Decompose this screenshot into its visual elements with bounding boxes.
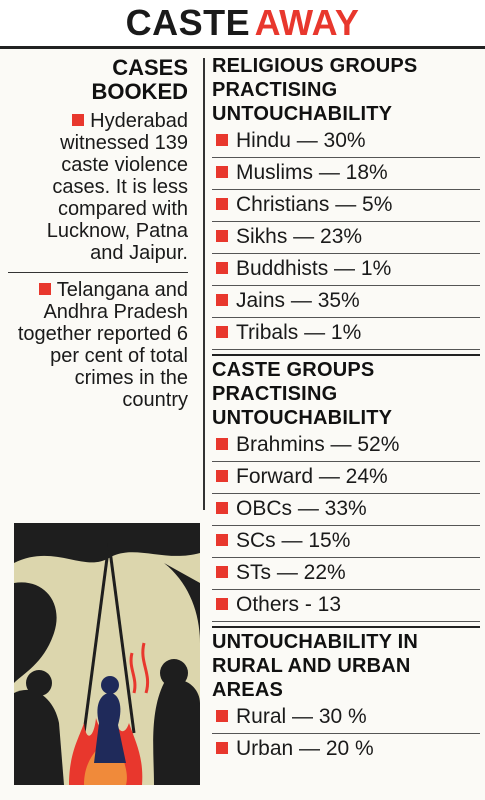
area-heading: UNTOUCHABILITY IN RURAL AND URBAN AREAS <box>212 631 418 701</box>
list-item: Christians — 5% <box>212 190 480 222</box>
bullet-square-icon <box>216 710 228 722</box>
item-text: Jains — 35% <box>236 289 360 312</box>
list-item: Tribals — 1% <box>212 318 480 350</box>
bullet-square-icon <box>216 134 228 146</box>
list-item: Muslims — 18% <box>212 158 480 190</box>
item-text: Sikhs — 23% <box>236 225 363 248</box>
bullet-square-icon <box>72 114 85 126</box>
cases-heading-line2: BOOKED <box>91 79 188 104</box>
bullet-square-icon <box>216 294 228 306</box>
title-word-black: CASTE <box>125 2 251 43</box>
bullet-square-icon <box>216 438 228 450</box>
note-text: Telangana and Andhra Pradesh together re… <box>17 279 188 411</box>
note-item: Hyderabad witnessed 139 caste violence c… <box>8 110 188 272</box>
cases-booked-heading: CASES BOOKED <box>8 56 188 104</box>
item-text: Brahmins — 52% <box>236 433 400 456</box>
caste-list: Brahmins — 52% Forward — 24% OBCs — 33% … <box>212 430 480 622</box>
list-item: OBCs — 33% <box>212 494 480 526</box>
item-text: Others - 13 <box>236 593 342 616</box>
list-item: Urban — 20 % <box>212 734 480 765</box>
list-item: Forward — 24% <box>212 462 480 494</box>
item-text: SCs — 15% <box>236 529 351 552</box>
bullet-square-icon <box>216 198 228 210</box>
bullet-square-icon <box>216 230 228 242</box>
list-item: SCs — 15% <box>212 526 480 558</box>
cases-heading-line1: CASES <box>112 55 188 80</box>
note-item: Telangana and Andhra Pradesh together re… <box>8 272 188 419</box>
religious-heading: RELIGIOUS GROUPS PRACTISING UNTOUCHABILI… <box>212 55 418 125</box>
item-text: OBCs — 33% <box>236 497 367 520</box>
bullet-square-icon <box>216 534 228 546</box>
caste-heading: CASTE GROUPS PRACTISING UNTOUCHABILITY <box>212 359 393 429</box>
area-list: Rural — 30 % Urban — 20 % <box>212 702 480 765</box>
cases-booked-column: CASES BOOKED Hyderabad witnessed 139 cas… <box>8 52 188 517</box>
title-bar: CASTE AWAY <box>0 0 485 49</box>
list-item: Others - 13 <box>212 590 480 622</box>
bullet-square-icon <box>216 470 228 482</box>
section-separator <box>212 626 480 628</box>
list-item: Buddhists — 1% <box>212 254 480 286</box>
item-text: Buddhists — 1% <box>236 257 392 280</box>
bullet-square-icon <box>216 742 228 754</box>
item-text: Christians — 5% <box>236 193 393 216</box>
section-separator <box>212 354 480 356</box>
item-text: STs — 22% <box>236 561 346 584</box>
column-divider <box>203 58 205 510</box>
bullet-square-icon <box>216 326 228 338</box>
title-word-red: AWAY <box>254 2 360 43</box>
bullet-square-icon <box>216 262 228 274</box>
item-text: Tribals — 1% <box>236 321 362 344</box>
list-item: Jains — 35% <box>212 286 480 318</box>
note-text: Hyderabad witnessed 139 caste violence c… <box>46 110 188 264</box>
item-text: Rural — 30 % <box>236 705 367 728</box>
item-text: Muslims — 18% <box>236 161 388 184</box>
list-item: Rural — 30 % <box>212 702 480 734</box>
bullet-square-icon <box>216 166 228 178</box>
bullet-square-icon <box>216 598 228 610</box>
item-text: Urban — 20 % <box>236 737 374 760</box>
bullet-square-icon <box>38 283 51 295</box>
illustration-svg <box>14 523 200 785</box>
item-text: Forward — 24% <box>236 465 388 488</box>
bullet-square-icon <box>216 502 228 514</box>
list-item: STs — 22% <box>212 558 480 590</box>
religious-list: Hindu — 30% Muslims — 18% Christians — 5… <box>212 126 480 350</box>
list-item: Brahmins — 52% <box>212 430 480 462</box>
list-item: Sikhs — 23% <box>212 222 480 254</box>
item-text: Hindu — 30% <box>236 129 366 152</box>
list-item: Hindu — 30% <box>212 126 480 158</box>
bullet-square-icon <box>216 566 228 578</box>
stats-column: RELIGIOUS GROUPS PRACTISING UNTOUCHABILI… <box>212 52 480 765</box>
illustration-figures <box>14 523 200 785</box>
